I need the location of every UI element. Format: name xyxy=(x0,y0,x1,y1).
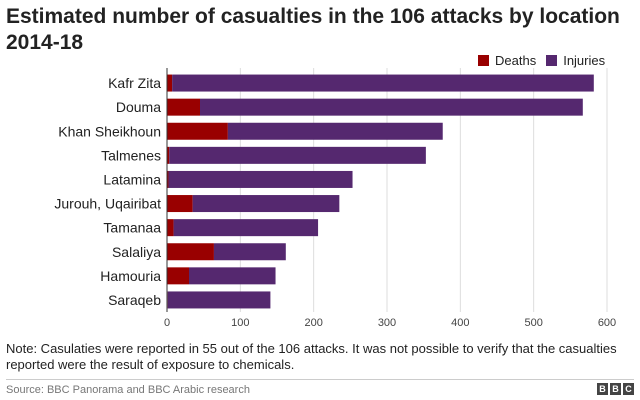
bar-deaths xyxy=(167,122,228,140)
bar-deaths xyxy=(167,219,174,237)
bar-deaths xyxy=(167,74,173,92)
bar-deaths xyxy=(167,195,193,213)
x-tick-label: 500 xyxy=(524,317,542,329)
bar-injuries xyxy=(192,195,340,213)
legend-swatch-deaths xyxy=(478,54,489,66)
logo-letter: B xyxy=(610,383,621,395)
bar-injuries xyxy=(173,219,319,237)
legend-label-injuries: Injuries xyxy=(563,52,606,68)
logo-letter: C xyxy=(623,383,634,395)
bar-injuries xyxy=(200,98,583,116)
bar-deaths xyxy=(167,267,189,285)
legend-item-injuries: Injuries xyxy=(546,53,605,68)
bar-injuries xyxy=(227,122,443,140)
category-label: Tamanaa xyxy=(103,220,161,236)
x-tick-label: 0 xyxy=(164,317,170,329)
bar-injuries xyxy=(168,170,353,188)
bar-injuries xyxy=(189,267,276,285)
bar-deaths xyxy=(167,170,169,188)
x-tick-label: 300 xyxy=(378,317,396,329)
bbc-logo: B B C xyxy=(595,383,634,395)
category-label: Kafr Zita xyxy=(108,75,161,91)
x-tick-label: 400 xyxy=(451,317,469,329)
legend-item-deaths: Deaths xyxy=(478,53,536,68)
bar-injuries xyxy=(169,146,426,164)
category-label: Hamouria xyxy=(100,268,161,284)
category-label: Saraqeb xyxy=(108,292,161,308)
x-tick-label: 600 xyxy=(598,317,616,329)
bar-injuries xyxy=(167,291,271,309)
bar-injuries xyxy=(172,74,594,92)
bar-deaths xyxy=(167,98,200,116)
bar-injuries xyxy=(213,243,286,261)
category-label: Salaliya xyxy=(112,244,161,260)
bar-chart: 0 100 200 300 400 500 600 Kafr Zita Douma Khan Sh… xyxy=(54,68,616,329)
x-tick-label: 200 xyxy=(304,317,322,329)
legend-label-deaths: Deaths xyxy=(495,52,537,68)
source-text: Source: BBC Panorama and BBC Arabic rese… xyxy=(6,384,250,396)
logo-letter: B xyxy=(597,383,608,395)
x-tick-label: 100 xyxy=(231,317,249,329)
category-label: Latamina xyxy=(103,171,161,187)
chart-legend: Deaths Injuries xyxy=(478,51,615,69)
category-label: Khan Sheikhoun xyxy=(58,123,161,139)
category-label: Jurouh, Uqairibat xyxy=(54,196,161,212)
category-label: Talmenes xyxy=(101,147,161,163)
bar-deaths xyxy=(167,243,214,261)
category-label: Douma xyxy=(116,99,161,115)
chart-note: Note: Casulaties were reported in 55 out… xyxy=(6,341,617,372)
bar-deaths xyxy=(167,146,170,164)
legend-swatch-injuries xyxy=(546,54,558,66)
footer-divider xyxy=(6,379,634,380)
chart-title: Estimated number of casualties in the 10… xyxy=(6,5,620,54)
